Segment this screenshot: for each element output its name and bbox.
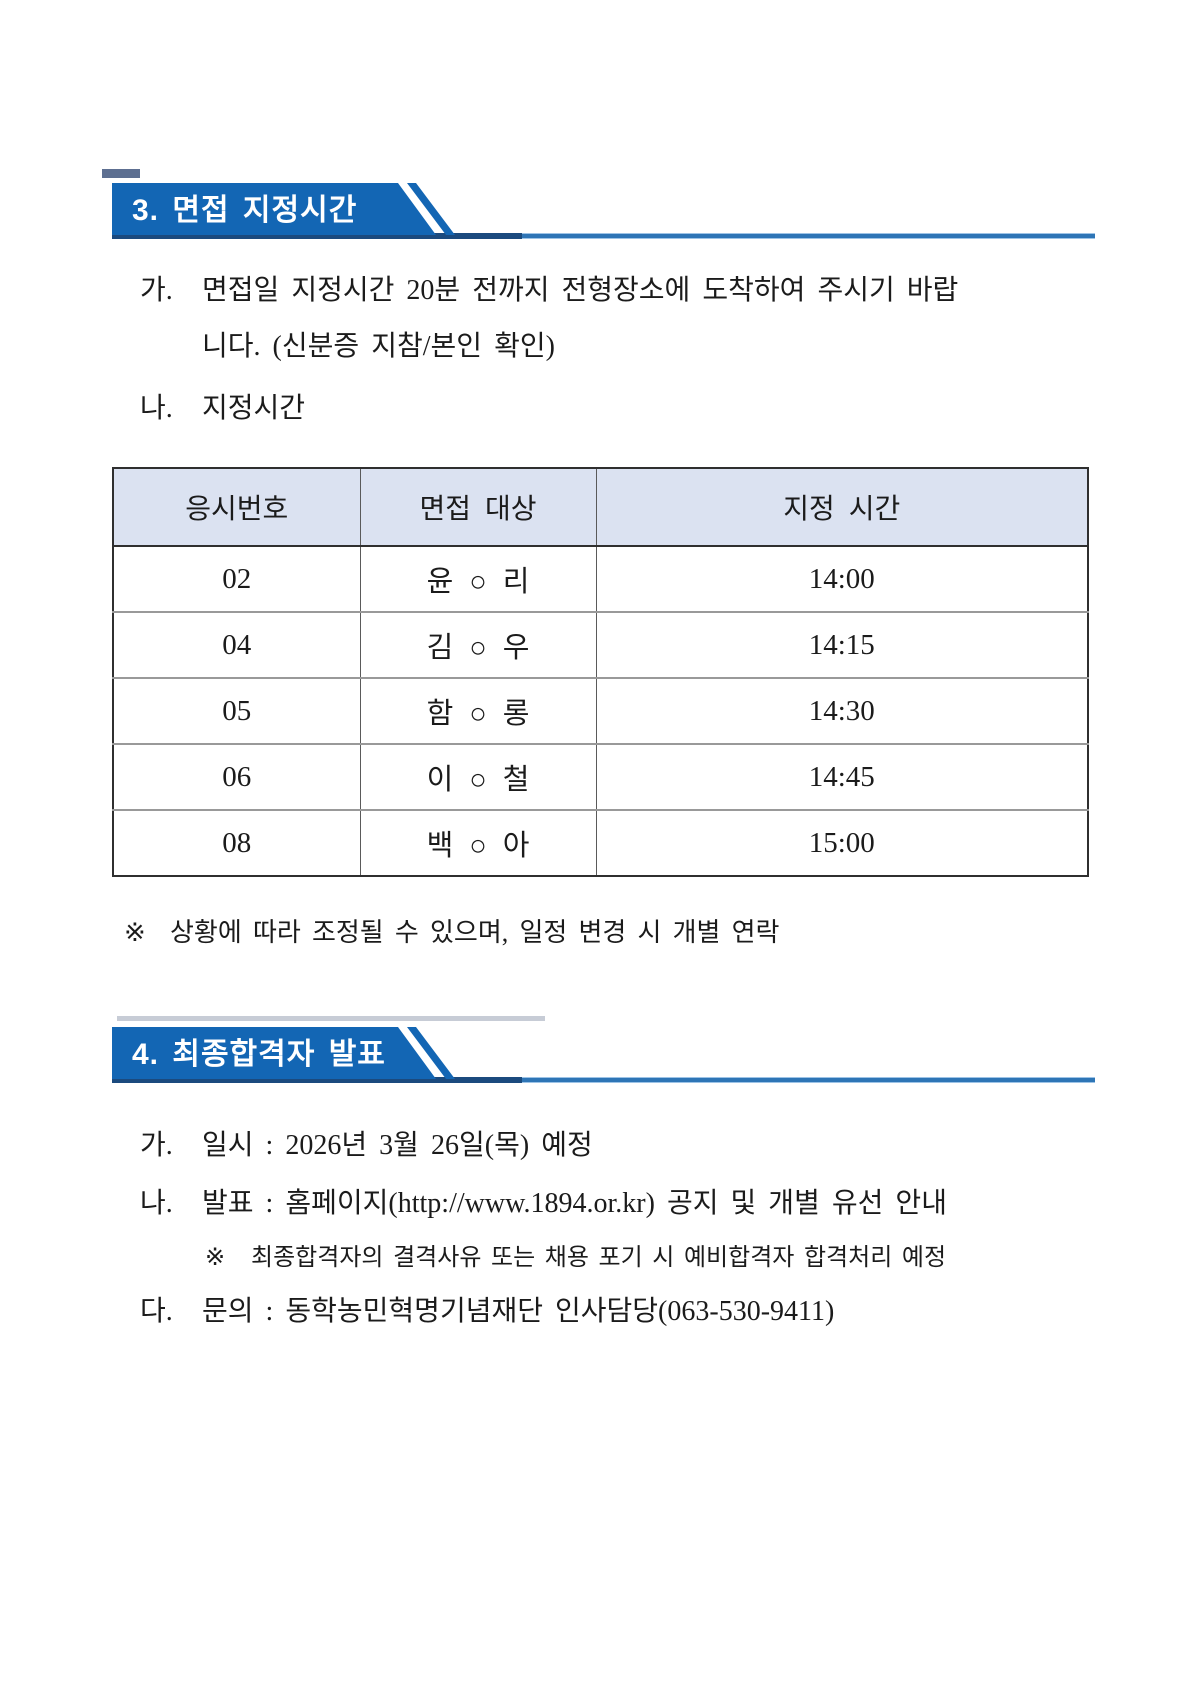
paragraph-contact-info: 다. 문의 : 동학농민혁명기념재단 인사담당(063-530-9411) [112,1283,1095,1341]
section-4-banner: 4. 최종합격자 발표 [112,1016,1095,1083]
list-label: 나. [140,393,173,424]
section-3-title: 3. 면접 지정시간 [132,194,358,228]
paragraph-text: 면접일 지정시간 20분 전까지 전형장소에 도착하여 주시기 바랍 니다. (… [202,263,1095,375]
banner-shadow [102,169,140,178]
cell-exam-number: 04 [113,611,360,678]
reference-mark: ※ [205,1245,226,1271]
note-text: 최종합격자의 결격사유 또는 채용 포기 시 예비합격자 합격처리 예정 [251,1245,947,1271]
cell-candidate-name: 윤 ○ 리 [359,546,596,612]
paragraph-announcement-method: 나. 발표 : 홈페이지(http://www.1894.or.kr) 공지 및… [112,1175,1095,1233]
section-3-banner: 3. 면접 지정시간 [102,169,1095,239]
paragraph-line: 면접일 지정시간 20분 전까지 전형장소에 도착하여 주시기 바랍 [202,275,959,306]
list-label: 다. [140,1296,173,1327]
cell-time: 15:00 [595,809,1088,876]
paragraph-line: 니다. (신분증 지참/본인 확인) [202,331,555,362]
note-text: 상황에 따라 조정될 수 있으며, 일정 변경 시 개별 연락 [170,918,780,947]
col-header-exam-number: 응시번호 [113,468,360,547]
col-header-interviewee: 면접 대상 [359,468,596,547]
paragraph-text: 발표 : 홈페이지(http://www.1894.or.kr) 공지 및 개별… [202,1188,947,1219]
table-row: 04 김 ○ 우 14:15 [113,611,1088,678]
paragraph-arrival-instruction: 가. 면접일 지정시간 20분 전까지 전형장소에 도착하여 주시기 바랍 니다… [112,263,1095,375]
banner-underline [112,1077,1095,1083]
cell-time: 14:45 [595,743,1088,810]
banner-background-shape [112,1027,436,1079]
paragraph-reserve-candidate-note: ※ 최종합격자의 결격사유 또는 채용 포기 시 예비합격자 합격처리 예정 [112,1233,1095,1283]
paragraph-text: 지정시간 [202,393,306,424]
section-final-announcement: 4. 최종합격자 발표 가. 일시 : 2026년 3월 26일(목) 예정 나… [112,1016,1095,1341]
table-row: 08 백 ○ 아 15:00 [113,809,1088,876]
interview-schedule-table: 응시번호 면접 대상 지정 시간 02 윤 ○ 리 14:00 04 김 ○ 우… [112,467,1089,877]
reference-mark: ※ [124,918,146,947]
paragraph-text: 일시 : 2026년 3월 26일(목) 예정 [202,1130,593,1161]
paragraph-text: 문의 : 동학농민혁명기념재단 인사담당(063-530-9411) [202,1296,835,1327]
cell-exam-number: 05 [113,677,360,744]
cell-candidate-name: 백 ○ 아 [359,809,596,876]
cell-exam-number: 02 [222,562,252,595]
list-label: 가. [140,1130,173,1161]
table-row: 02 윤 ○ 리 14:00 [113,546,1088,612]
cell-candidate-name: 함 ○ 롱 [359,677,596,744]
schedule-change-note: ※ 상황에 따라 조정될 수 있으며, 일정 변경 시 개별 연락 [112,911,1095,955]
cell-time: 14:15 [595,611,1088,678]
list-label: 가. [140,275,173,306]
section-4-title: 4. 최종합격자 발표 [132,1038,386,1072]
cell-time: 14:30 [595,677,1088,744]
section-4-items: 가. 일시 : 2026년 3월 26일(목) 예정 나. 발표 : 홈페이지(… [112,1117,1095,1341]
table-row: 06 이 ○ 철 14:45 [113,743,1088,810]
banner-background-shape [112,183,436,235]
list-label: 나. [140,1188,173,1219]
paragraph-designated-time: 나. 지정시간 [112,381,1095,437]
cell-candidate-name: 이 ○ 철 [359,743,596,810]
banner-shadow [117,1016,545,1021]
cell-time: 14:00 [595,546,1088,612]
table-row: 05 함 ○ 롱 14:30 [113,677,1088,744]
table-header-row: 응시번호 면접 대상 지정 시간 [113,468,1088,547]
document-page: 3. 면접 지정시간 가. 면접일 지정시간 20분 전까지 전형장소에 도착하… [102,169,1095,1341]
cell-exam-number: 08 [113,809,360,876]
cell-exam-number: 06 [113,743,360,810]
section-interview-time: 3. 면접 지정시간 가. 면접일 지정시간 20분 전까지 전형장소에 도착하… [102,169,1095,955]
paragraph-announcement-date: 가. 일시 : 2026년 3월 26일(목) 예정 [112,1117,1095,1175]
cell-candidate-name: 김 ○ 우 [359,611,596,678]
col-header-designated-time: 지정 시간 [595,468,1088,547]
banner-underline [112,233,1095,239]
